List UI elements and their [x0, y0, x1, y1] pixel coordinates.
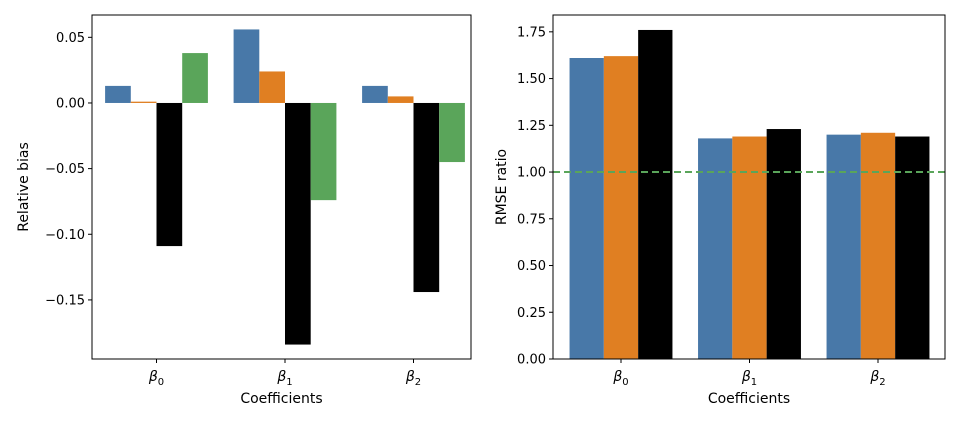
bar-series-3-cat-2	[413, 102, 440, 293]
x-axis-label: Coefficients	[708, 391, 790, 407]
bar-series-2-cat-2	[387, 96, 414, 103]
x-tick-label: β0	[148, 369, 164, 388]
y-tick-label: −0.10	[45, 228, 85, 243]
y-tick-label: 1.25	[517, 119, 546, 134]
bar-series-4-cat-0	[182, 53, 208, 103]
y-tick-label: 0.00	[56, 96, 85, 111]
y-tick-label: 1.00	[517, 166, 546, 181]
bar-series-3-cat-1	[766, 129, 801, 359]
y-tick-label: −0.05	[45, 162, 85, 177]
bar-series-2-cat-0	[130, 101, 157, 103]
relative-bias-chart: 0.05 0.00 −0.05 −0.10 −0.15 β0 β1 β2 Coefficient…	[16, 14, 472, 407]
bar-series-1-cat-2	[362, 85, 388, 103]
y-tick-label: −0.15	[45, 293, 85, 308]
bar-series-4-cat-1	[310, 102, 337, 201]
y-tick-label: 0.00	[517, 353, 546, 368]
bar-series-3-cat-2	[895, 136, 930, 359]
bar-series-1-cat-2	[826, 134, 861, 359]
y-tick-label: 0.75	[517, 212, 546, 227]
bar-series-1-cat-0	[569, 58, 604, 359]
x-tick-label: β1	[741, 369, 757, 388]
y-tick-label: 0.25	[517, 306, 546, 321]
y-tick-label: 1.75	[517, 25, 546, 40]
y-tick-label: 1.50	[517, 72, 546, 87]
bar-series-3-cat-0	[638, 29, 673, 360]
bar-series-1-cat-0	[105, 85, 131, 103]
rmse-ratio-chart: 0.00 0.25 0.50 0.75 1.00 1.25 1.50 1.75 β0 β1 β2 Co…	[494, 14, 946, 407]
bar-series-4-cat-2	[439, 102, 465, 163]
x-axis-label: Coefficients	[240, 391, 322, 407]
bar-series-2-cat-1	[259, 71, 285, 103]
bar-series-1-cat-1	[698, 138, 733, 359]
bar-series-3-cat-0	[156, 102, 183, 247]
plot-frame	[91, 14, 472, 360]
x-tick-label: β1	[276, 369, 292, 388]
bar-series-2-cat-2	[860, 132, 896, 359]
y-axis-label: Relative bias	[16, 142, 32, 232]
x-tick-label: β2	[869, 369, 885, 388]
y-tick-label: 0.05	[56, 31, 85, 46]
x-tick-label: β2	[405, 369, 421, 388]
y-tick-label: 0.50	[517, 259, 546, 274]
bar-series-3-cat-1	[285, 102, 311, 345]
bar-series-2-cat-0	[603, 56, 639, 359]
bar-series-2-cat-1	[732, 136, 767, 359]
x-tick-label: β0	[612, 369, 628, 388]
bar-series-1-cat-1	[233, 29, 260, 103]
y-axis-label: RMSE ratio	[494, 149, 510, 225]
